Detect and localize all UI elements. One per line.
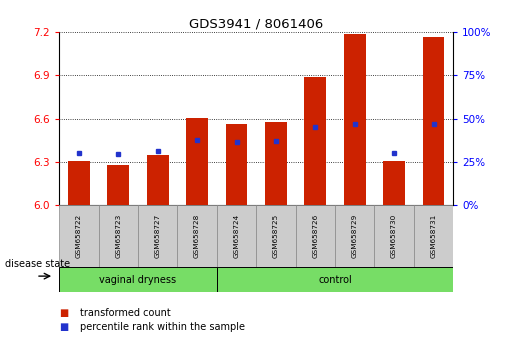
Bar: [256, 205, 296, 267]
Text: GSM658726: GSM658726: [312, 214, 318, 258]
Text: GSM658725: GSM658725: [273, 214, 279, 258]
Bar: [138, 205, 177, 267]
Bar: [177, 205, 217, 267]
Text: GSM658724: GSM658724: [233, 214, 239, 258]
Text: ■: ■: [59, 308, 68, 318]
Text: disease state: disease state: [5, 259, 70, 269]
Text: control: control: [318, 275, 352, 285]
Text: transformed count: transformed count: [80, 308, 170, 318]
Bar: [296, 205, 335, 267]
Bar: [383, 161, 405, 205]
Bar: [304, 78, 326, 205]
Bar: [414, 205, 453, 267]
Bar: [99, 205, 138, 267]
Text: GSM658727: GSM658727: [154, 214, 161, 258]
Title: GDS3941 / 8061406: GDS3941 / 8061406: [189, 18, 323, 31]
Bar: [59, 267, 217, 292]
Bar: [423, 37, 444, 205]
Bar: [108, 165, 129, 205]
Bar: [186, 118, 208, 205]
Text: GSM658722: GSM658722: [76, 214, 82, 258]
Bar: [59, 205, 99, 267]
Text: GSM658730: GSM658730: [391, 214, 397, 258]
Bar: [217, 205, 256, 267]
Text: GSM658729: GSM658729: [352, 214, 358, 258]
Bar: [68, 161, 90, 205]
Text: GSM658731: GSM658731: [431, 214, 437, 258]
Bar: [344, 34, 366, 205]
Text: percentile rank within the sample: percentile rank within the sample: [80, 322, 245, 332]
Text: ■: ■: [59, 322, 68, 332]
Bar: [374, 205, 414, 267]
Bar: [335, 205, 374, 267]
Bar: [226, 124, 247, 205]
Bar: [265, 122, 287, 205]
Text: GSM658728: GSM658728: [194, 214, 200, 258]
Bar: [147, 155, 168, 205]
Text: GSM658723: GSM658723: [115, 214, 122, 258]
Text: vaginal dryness: vaginal dryness: [99, 275, 177, 285]
Bar: [217, 267, 453, 292]
